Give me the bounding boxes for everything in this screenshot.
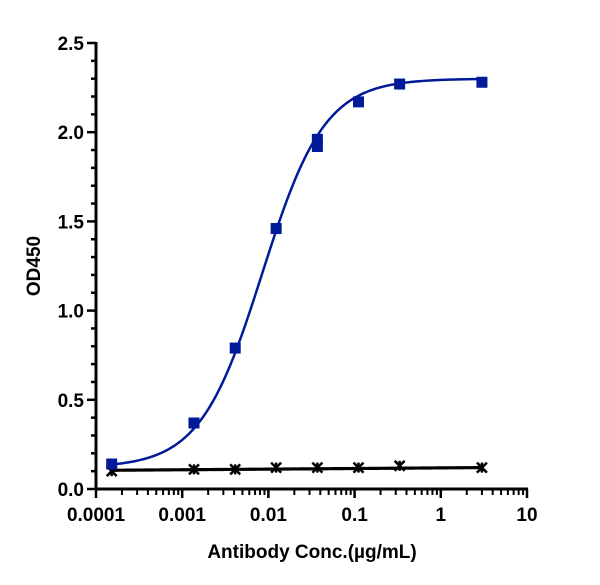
data-point-square xyxy=(311,140,323,152)
data-point-asterisk xyxy=(476,461,488,474)
x-tick-label: 0.1 xyxy=(341,505,368,526)
data-point-asterisk xyxy=(393,459,406,472)
y-axis-title: OD450 xyxy=(24,236,45,296)
y-tick-label: 0.0 xyxy=(58,480,84,501)
series-control xyxy=(105,459,488,478)
x-axis-title: Antibody Conc.(µg/mL) xyxy=(207,542,416,563)
series-antibody xyxy=(106,76,488,470)
data-point-square xyxy=(188,417,200,429)
y-tick-label: 2.0 xyxy=(58,123,84,144)
data-point-asterisk xyxy=(188,463,200,476)
y-tick-label: 1.5 xyxy=(58,212,85,233)
y-tick-label: 1.0 xyxy=(58,302,84,323)
x-tick-label: 0.0001 xyxy=(67,505,126,526)
x-tick-label: 10 xyxy=(516,505,537,526)
y-axis: 0.0 0.5 1.0 1.5 2.0 2.5 xyxy=(58,34,98,501)
x-axis: 0.0001 0.001 0.01 0.1 1 10 xyxy=(67,487,538,526)
data-point-square xyxy=(229,342,241,354)
x-tick-label: 0.01 xyxy=(250,505,287,526)
data-point-asterisk xyxy=(270,461,283,474)
data-point-square xyxy=(270,223,282,235)
y-tick-label: 0.5 xyxy=(58,391,85,412)
data-point-square xyxy=(394,78,406,90)
x-tick-label: 1 xyxy=(436,505,447,526)
data-point-asterisk xyxy=(311,461,324,474)
x-tick-label: 0.001 xyxy=(158,505,206,526)
data-point-asterisk xyxy=(352,461,365,474)
y-tick-label: 2.5 xyxy=(58,34,85,55)
data-point-asterisk xyxy=(229,463,242,476)
data-point-square xyxy=(476,76,488,88)
data-point-square xyxy=(106,458,118,470)
series-layer xyxy=(105,76,488,478)
data-point-square xyxy=(353,96,365,108)
fit-curve xyxy=(111,465,482,472)
data-point-square xyxy=(311,133,323,145)
fit-curve xyxy=(111,77,482,466)
